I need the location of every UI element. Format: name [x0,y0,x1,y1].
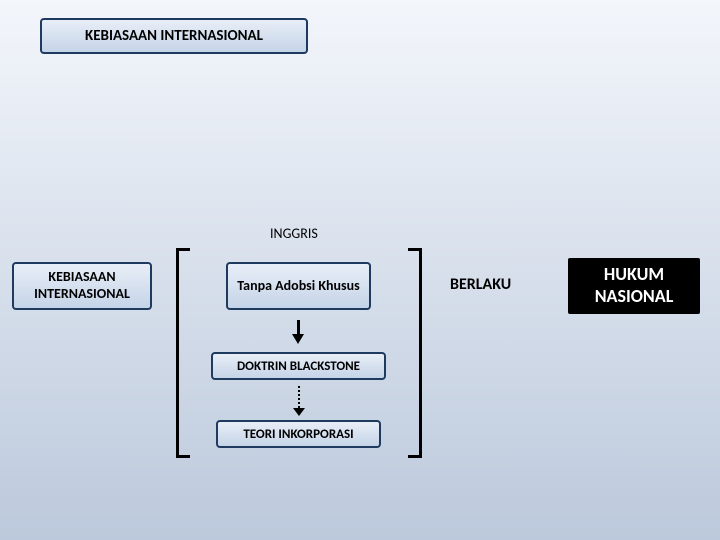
doktrin-box: DOKTRIN BLACKSTONE [211,352,386,380]
kebiasaan-text: KEBIASAAN INTERNASIONAL [14,269,150,303]
tanpa-adobsi-box: Tanpa Adobsi Khusus [226,262,371,310]
arrow-solid-head [292,334,304,344]
arrow-dotted [298,386,300,410]
inggris-text: INGGRIS [270,225,318,242]
teori-text: TEORI INKORPORASI [243,427,353,442]
teori-box: TEORI INKORPORASI [216,420,381,448]
berlaku-label: BERLAKU [450,275,511,294]
bracket-right [408,248,422,458]
hukum-nasional-box: HUKUM NASIONAL [568,258,700,314]
tanpa-adobsi-text: Tanpa Adobsi Khusus [237,278,359,295]
title-text: KEBIASAAN INTERNASIONAL [85,27,263,45]
title-box: KEBIASAAN INTERNASIONAL [40,18,308,54]
bracket-left [176,248,190,458]
arrow-solid-stem [297,320,300,334]
hukum-nasional-text: HUKUM NASIONAL [568,264,700,307]
kebiasaan-box: KEBIASAAN INTERNASIONAL [12,262,152,310]
inggris-label: INGGRIS [270,225,318,242]
doktrin-text: DOKTRIN BLACKSTONE [237,359,360,374]
berlaku-text: BERLAKU [450,275,511,294]
